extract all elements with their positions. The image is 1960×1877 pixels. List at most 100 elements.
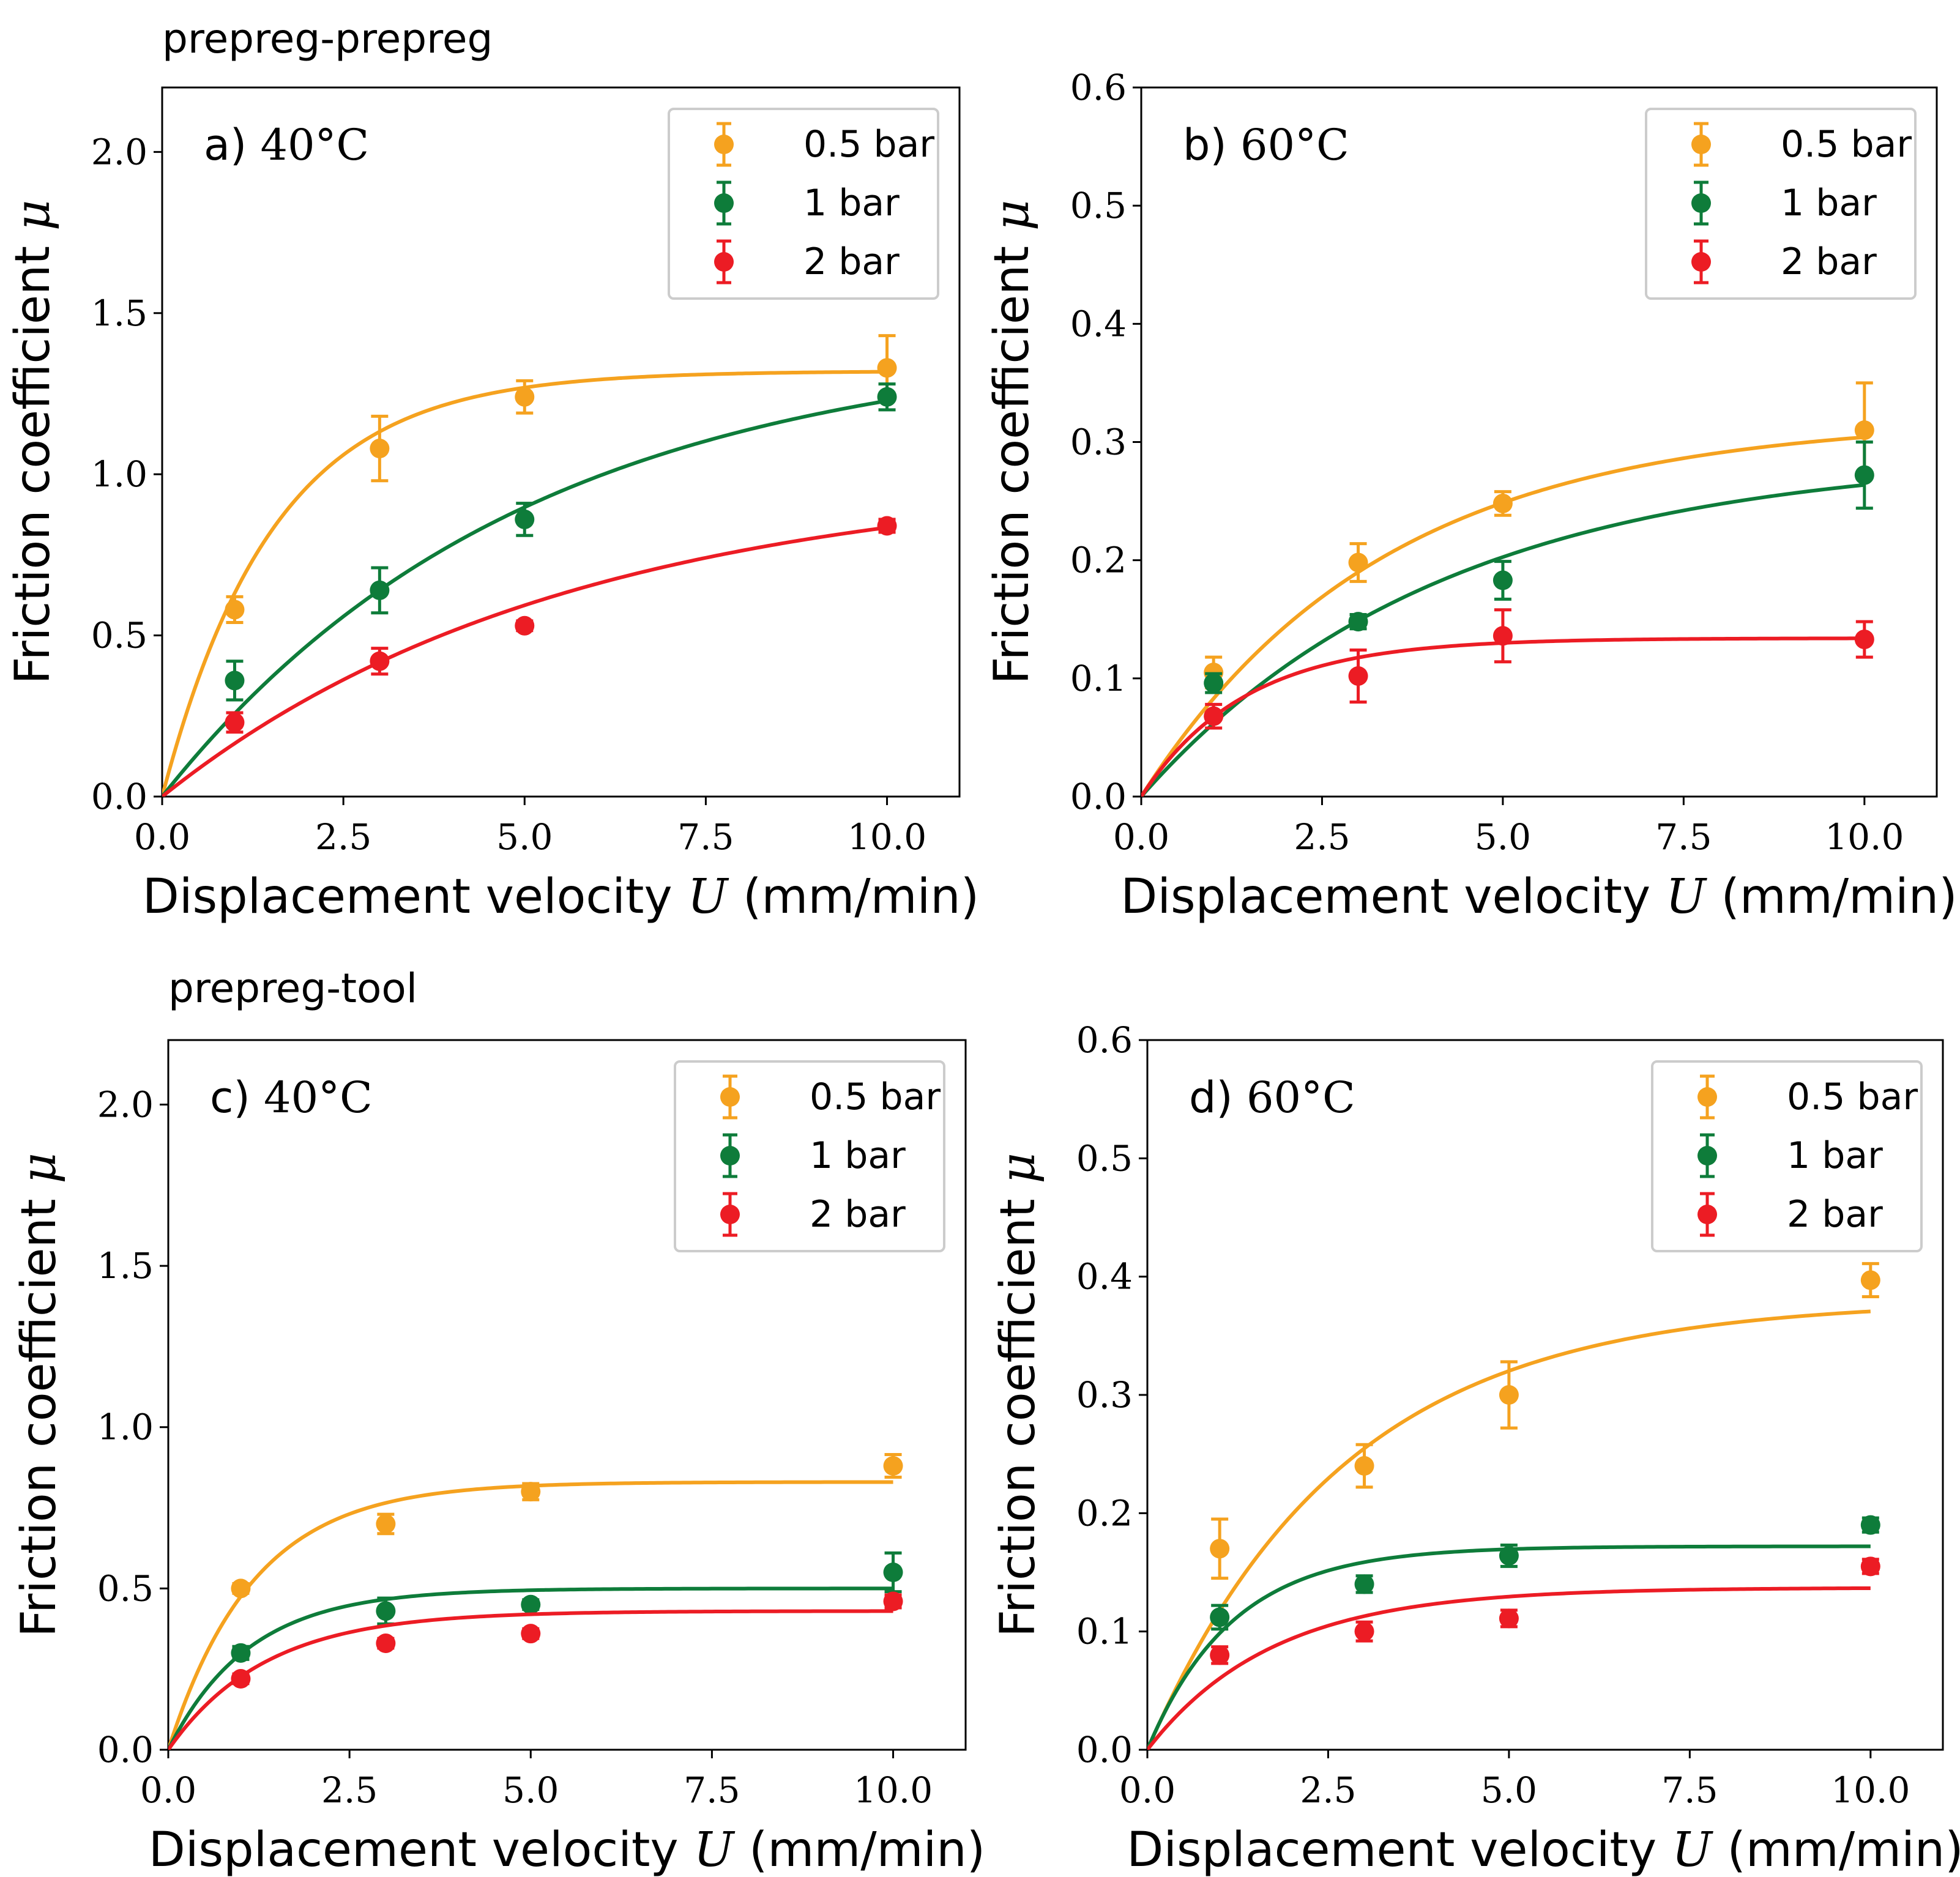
legend-label: 0.5 bar [1787,1076,1918,1118]
data-point [225,600,245,620]
x-tick-label: 2.5 [315,816,371,858]
data-point [1860,1515,1880,1535]
data-point [231,1578,251,1599]
data-point [515,387,535,407]
legend: 0.5 bar 1 bar 2 bar [668,108,939,300]
x-axis-label: Displacement velocity U (mm/min) [1120,869,1957,924]
legend-marker [1697,1087,1717,1107]
x-tick-label: 10.0 [1825,816,1904,858]
x-tick-label: 10.0 [1831,1769,1910,1811]
y-tick-label: 0.4 [1076,1256,1133,1298]
legend-label: 0.5 bar [810,1076,941,1118]
legend-marker [1697,1146,1717,1165]
y-tick-label: 0.5 [1070,185,1127,226]
y-tick-label: 2.0 [91,131,147,173]
data-point [521,1594,541,1615]
data-point [883,1456,903,1476]
y-tick-label: 0.1 [1076,1611,1133,1652]
row-title-prepreg-tool: prepreg-tool [168,965,417,1012]
panel-label: a) 40°C [204,120,369,170]
data-point [376,1634,396,1653]
x-tick-label: 7.5 [677,816,734,858]
series-1-bar [1141,440,1874,797]
data-point [1204,706,1224,726]
y-axis-label: Friction coefficient μ [991,1153,1046,1637]
data-point [883,1563,903,1582]
data-point [1492,626,1513,646]
series-2-bar [1147,1556,1880,1750]
fit-curve [162,399,888,797]
panel-label: c) 40°C [210,1072,373,1123]
data-point [231,1643,251,1663]
legend-label: 2 bar [1787,1193,1883,1236]
legend-marker [720,1087,740,1107]
y-tick-label: 1.5 [91,292,147,334]
data-point [1204,673,1224,693]
legend-box [1645,108,1917,300]
legend-box [1651,1060,1923,1252]
data-point [1854,630,1874,650]
legend-label: 2 bar [1781,240,1877,283]
fit-curve [168,1609,893,1750]
x-tick-label: 2.5 [321,1769,378,1811]
y-tick-label: 1.0 [97,1407,154,1448]
y-tick-label: 0.6 [1070,67,1127,108]
x-tick-label: 2.5 [1294,816,1350,858]
data-point [1348,666,1368,686]
data-point [225,671,245,691]
y-tick-label: 0.0 [1076,1729,1133,1771]
series-2-bar [168,1591,903,1750]
data-point [225,712,245,732]
data-point [1354,1621,1374,1641]
legend-label: 2 bar [803,240,900,283]
panel-a: 0.0 2.5 5.0 7.5 10.0 0.0 0.5 1.0 1.5 2.0 Displacem… [6,86,979,924]
data-point [1210,1645,1230,1665]
x-tick-label: 0.0 [1119,1769,1176,1811]
legend: 0.5 bar 1 bar 2 bar [674,1060,945,1252]
data-point [376,1514,396,1534]
legend-label: 1 bar [810,1134,906,1177]
panel-d: 0.0 2.5 5.0 7.5 10.0 0.0 0.1 0.2 0.3 0.4 0.5 0.6 Dis… [991,1019,1960,1877]
y-tick-label: 0.2 [1070,540,1127,581]
x-axis-label: Displacement velocity U (mm/min) [149,1823,985,1877]
data-point [1492,570,1513,590]
fit-curve [1147,1586,1871,1750]
legend: 0.5 bar 1 bar 2 bar [1651,1060,1923,1252]
panel-b: 0.0 2.5 5.0 7.5 10.0 0.0 0.1 0.2 0.3 0.4 0.5 0.6 Dis… [985,67,1958,924]
data-point [877,358,897,378]
series-1-bar [168,1551,903,1750]
data-point [521,1624,541,1644]
fit-curve [168,1586,893,1750]
legend-box [668,108,939,300]
y-tick-label: 0.0 [91,776,147,817]
data-point [515,615,535,636]
data-point [1499,1545,1519,1566]
data-point [1354,1456,1374,1476]
data-point [1354,1574,1374,1594]
panel-label: b) 60°C [1183,120,1349,170]
legend-label: 1 bar [1781,182,1877,225]
data-point [376,1601,396,1621]
y-tick-label: 0.1 [1070,658,1127,699]
data-point [521,1482,541,1502]
legend-marker [720,1146,740,1165]
data-point [1499,1385,1519,1405]
y-tick-label: 0.0 [1070,776,1127,817]
y-axis-label: Friction coefficient μ [6,199,61,684]
x-tick-label: 10.0 [848,816,926,858]
y-tick-label: 0.5 [1076,1137,1133,1179]
x-axis-label: Displacement velocity U (mm/min) [1127,1823,1960,1877]
data-point [1854,420,1874,440]
x-tick-label: 10.0 [854,1769,933,1811]
legend-marker [1697,1205,1717,1224]
legend-label: 2 bar [810,1193,906,1236]
y-tick-label: 2.0 [97,1083,154,1125]
series-1-bar [1147,1515,1880,1750]
data-point [1854,465,1874,485]
legend-marker [714,252,734,272]
data-point [877,516,897,536]
panel-label: d) 60°C [1189,1072,1355,1123]
series-2-bar [1141,608,1874,797]
y-tick-label: 0.5 [91,615,147,656]
